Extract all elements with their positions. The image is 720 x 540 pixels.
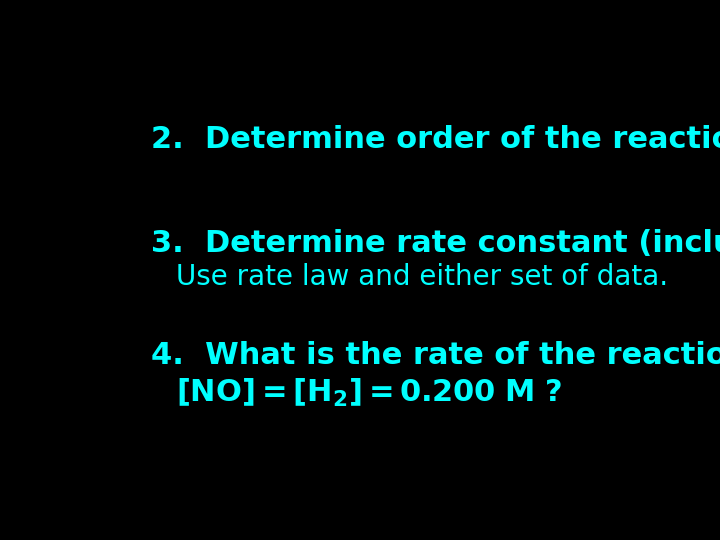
- Text: Use rate law and either set of data.: Use rate law and either set of data.: [176, 263, 669, 291]
- Text: 4.  What is the rate of the reaction when: 4. What is the rate of the reaction when: [151, 341, 720, 370]
- Text: $\mathbf{[NO] = [H_2] = 0.200\ M\ ?}$: $\mathbf{[NO] = [H_2] = 0.200\ M\ ?}$: [176, 377, 563, 409]
- Text: 3.  Determine rate constant (include units).: 3. Determine rate constant (include unit…: [151, 229, 720, 258]
- Text: 2.  Determine order of the reaction.: 2. Determine order of the reaction.: [151, 125, 720, 154]
